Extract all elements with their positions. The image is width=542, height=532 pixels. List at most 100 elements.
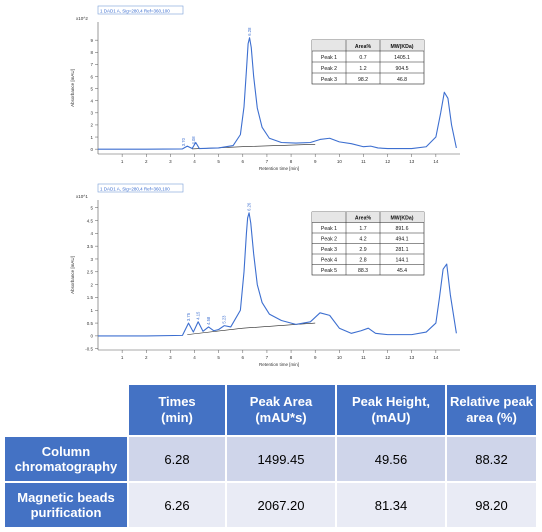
- peak-label: 4.58: [206, 316, 211, 325]
- y-tick-label: 9: [90, 38, 93, 43]
- inset-table-cell: Peak 2: [321, 237, 337, 243]
- inset-table-cell: Peak 1: [321, 226, 337, 232]
- chromatogram-top-svg: 1 DAD1 A, Sig=280,4 Ref=360,100x10^20123…: [70, 5, 460, 171]
- inset-table-cell: 1405.1: [394, 55, 410, 61]
- inset-table-cell: 0.7: [359, 55, 366, 61]
- inset-table-cell: 46.8: [397, 77, 407, 83]
- results-corner-cell: [3, 383, 129, 437]
- header-times: Times (min): [127, 383, 227, 437]
- x-tick-label: 14: [433, 355, 439, 360]
- x-tick-label: 8: [290, 355, 293, 360]
- x-tick-label: 3: [169, 159, 172, 164]
- chart-header-box: [97, 183, 184, 193]
- inset-table-header: MW(KDa): [390, 44, 413, 50]
- x-tick-label: 10: [337, 355, 343, 360]
- y-tick-label: 1: [90, 135, 93, 140]
- y-tick-label: 0: [90, 334, 93, 339]
- cell-peak-area: 1499.45: [225, 435, 337, 483]
- inset-table-cell: 98.2: [358, 77, 368, 83]
- chart-header-box: [97, 5, 184, 15]
- inset-table-header: MW(KDa): [390, 216, 413, 222]
- y-tick-label: 4: [90, 231, 93, 236]
- x-tick-label: 6: [242, 159, 245, 164]
- inset-table-header: Area%: [355, 216, 372, 222]
- x-tick-label: 9: [314, 159, 317, 164]
- chromatogram-top: 1 DAD1 A, Sig=280,4 Ref=360,100 x10^2 0 1 2 3…: [60, 2, 480, 180]
- peak-label: 6.26: [247, 202, 252, 211]
- x-tick-label: 2: [145, 159, 148, 164]
- y-tick-label: 2.5: [87, 270, 94, 275]
- y-tick-label: 3: [90, 111, 93, 116]
- x-tick-label: 10: [337, 159, 343, 164]
- x-tick-label: 7: [266, 159, 269, 164]
- y-tick-label: 4.5: [87, 218, 94, 223]
- inset-table-cell: 1.7: [359, 226, 366, 232]
- cell-peak-height: 49.56: [335, 435, 447, 483]
- inset-table-cell: 904.5: [396, 66, 409, 72]
- y-tick-label: 3: [90, 257, 93, 262]
- x-tick-label: 3: [169, 355, 172, 360]
- cell-times: 6.28: [127, 435, 227, 483]
- inset-table-cell: Peak 3: [321, 77, 337, 83]
- results-table: Times (min) Peak Area (mAU*s) Peak Heigh…: [3, 383, 538, 529]
- chromatogram-trace: [98, 212, 457, 337]
- x-tick-label: 14: [433, 159, 439, 164]
- y-tick-label: 1: [90, 308, 93, 313]
- y-exponent-label: x10^1: [76, 194, 88, 199]
- x-tick-label: 12: [385, 159, 391, 164]
- cell-relative-area: 98.20: [445, 481, 538, 529]
- peak-label: 5.23: [222, 315, 227, 324]
- inset-table-header-bg: [312, 212, 424, 223]
- x-tick-label: 11: [361, 159, 366, 164]
- row-label-magnetic: Magnetic beads purification: [3, 481, 129, 529]
- y-tick-label: 0.5: [87, 321, 94, 326]
- chart-header-text: 1 DAD1 A, Sig=280,4 Ref=360,100: [100, 187, 170, 192]
- peak-label: 3.75: [186, 312, 191, 321]
- table-row: Column chromatography 6.28 1499.45 49.56…: [3, 435, 538, 483]
- cell-peak-height: 81.34: [335, 481, 447, 529]
- x-tick-label: 8: [290, 159, 293, 164]
- cell-times: 6.26: [127, 481, 227, 529]
- inset-table-cell: 144.1: [396, 258, 409, 264]
- header-peak-height: Peak Height, (mAU): [335, 383, 447, 437]
- y-tick-label: 2: [90, 282, 93, 287]
- peak-label: 3.70: [181, 137, 186, 146]
- inset-table-cell: Peak 5: [321, 268, 337, 274]
- header-relative-area: Relative peak area (%): [445, 383, 538, 437]
- x-axis-label: Retention time [min]: [259, 166, 299, 171]
- x-tick-label: 13: [409, 159, 415, 164]
- x-tick-label: 13: [409, 355, 415, 360]
- row-label-column: Column chromatography: [3, 435, 129, 483]
- x-tick-label: 9: [314, 355, 317, 360]
- x-tick-label: 6: [242, 355, 245, 360]
- y-tick-label: 5: [90, 205, 93, 210]
- y-tick-label: -0.5: [85, 347, 93, 352]
- x-tick-label: 2: [145, 355, 148, 360]
- x-tick-label: 12: [385, 355, 391, 360]
- y-axis-label: Absorbance [mAU]: [70, 69, 75, 107]
- inset-table-cell: 281.1: [396, 247, 409, 253]
- peak-label: 4.15: [196, 311, 201, 320]
- inset-table-header-bg: [312, 40, 424, 51]
- y-tick-label: 5: [90, 86, 93, 91]
- x-tick-label: 11: [361, 355, 366, 360]
- y-tick-label: 6: [90, 74, 93, 79]
- results-header-row: Times (min) Peak Area (mAU*s) Peak Heigh…: [3, 383, 538, 437]
- chromatogram-bottom: 1 DAD1 A, Sig=280,4 Ref=360,100 x10^1 -0.5…: [60, 180, 480, 380]
- chromatogram-trace: [98, 37, 457, 150]
- inset-table-cell: 4.2: [359, 237, 366, 243]
- inset-table-cell: Peak 1: [321, 55, 337, 61]
- inset-table-cell: 494.1: [396, 237, 409, 243]
- x-tick-label: 1: [121, 355, 124, 360]
- inset-table-cell: 2.9: [359, 247, 366, 253]
- y-tick-label: 7: [90, 62, 93, 67]
- peak-label: 4.08: [191, 136, 196, 145]
- x-tick-label: 7: [266, 355, 269, 360]
- cell-relative-area: 88.32: [445, 435, 538, 483]
- inset-table-cell: 2.8: [359, 258, 366, 264]
- y-exponent-label: x10^2: [76, 16, 88, 21]
- inset-table-header: Area%: [355, 44, 372, 50]
- x-tick-label: 4: [193, 159, 196, 164]
- inset-table-cell: 88.3: [358, 268, 368, 274]
- header-peak-area: Peak Area (mAU*s): [225, 383, 337, 437]
